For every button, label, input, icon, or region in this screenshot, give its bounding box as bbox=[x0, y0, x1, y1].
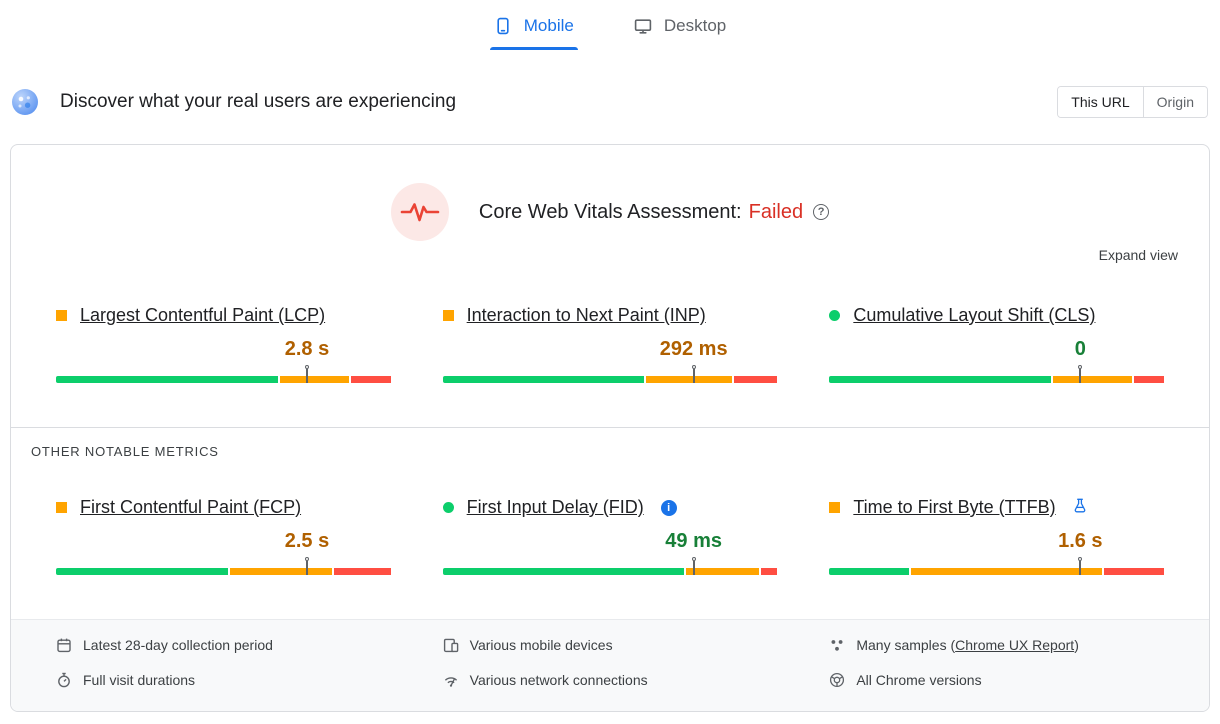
core-metrics-row: Largest Contentful Paint (LCP) 2.8 s Int… bbox=[11, 305, 1209, 383]
cwv-assessment-title: Core Web Vitals Assessment: Failed ? bbox=[478, 200, 830, 224]
assessment-status: Failed bbox=[748, 200, 804, 223]
metric-rating-bullet bbox=[56, 502, 67, 513]
tab-mobile-label: Mobile bbox=[523, 16, 574, 35]
other-metrics-row: First Contentful Paint (FCP) 2.5 s First… bbox=[11, 497, 1209, 575]
scope-toggle: This URL Origin bbox=[1057, 86, 1208, 118]
metrics-divider bbox=[11, 427, 1209, 428]
footer-item-chrome-versions: All Chrome versions bbox=[829, 669, 1164, 691]
metric-inp: Interaction to Next Paint (INP) 292 ms bbox=[442, 305, 778, 383]
mobile-phone-icon bbox=[494, 17, 512, 35]
footer-label: Latest 28-day collection period bbox=[83, 637, 273, 653]
device-tabbar: Mobile Desktop bbox=[0, 0, 1220, 50]
metric-link-ttfb[interactable]: Time to First Byte (TTFB) bbox=[853, 497, 1056, 517]
metric-link-inp[interactable]: Interaction to Next Paint (INP) bbox=[466, 305, 706, 325]
metric-rating-bullet bbox=[56, 310, 67, 321]
metric-rating-bullet bbox=[442, 310, 454, 321]
metric-value-cls: 0 bbox=[1074, 338, 1086, 360]
heartbeat-pulse-icon bbox=[390, 183, 449, 241]
metric-fid: First Input Delay (FID) i 49 ms bbox=[442, 497, 778, 575]
metric-link-fcp[interactable]: First Contentful Paint (FCP) bbox=[80, 497, 302, 517]
desktop-monitor-icon bbox=[634, 17, 652, 35]
stopwatch-icon bbox=[56, 672, 72, 688]
experimental-flask-icon[interactable] bbox=[1073, 497, 1087, 518]
tab-mobile[interactable]: Mobile bbox=[489, 6, 578, 50]
crux-report-link[interactable]: Chrome UX Report bbox=[955, 637, 1075, 653]
metric-rating-bullet bbox=[829, 502, 841, 513]
page-title: Discover what your real users are experi… bbox=[60, 91, 457, 112]
metric-value-fcp: 2.5 s bbox=[284, 530, 330, 552]
footer-column-samples: Many samples (Chrome UX Report) All Chro… bbox=[829, 634, 1164, 711]
metric-distribution-bar bbox=[56, 557, 391, 575]
other-metrics-heading: OTHER NOTABLE METRICS bbox=[31, 444, 219, 459]
metric-link-cls[interactable]: Cumulative Layout Shift (CLS) bbox=[853, 305, 1096, 325]
metric-fcp: First Contentful Paint (FCP) 2.5 s bbox=[56, 497, 391, 575]
footer-label: Various network connections bbox=[469, 672, 648, 688]
help-icon[interactable]: ? bbox=[813, 204, 830, 220]
metric-distribution-bar bbox=[829, 365, 1164, 383]
metric-ttfb: Time to First Byte (TTFB) 1.6 s bbox=[829, 497, 1164, 575]
footer-label: All Chrome versions bbox=[856, 672, 982, 688]
metric-value-inp: 292 ms bbox=[659, 338, 728, 360]
footer-item-samples: Many samples (Chrome UX Report) bbox=[829, 634, 1164, 656]
metric-distribution-bar bbox=[56, 365, 391, 383]
metric-distribution-bar bbox=[442, 557, 778, 575]
tab-desktop-label: Desktop bbox=[663, 16, 727, 35]
calendar-icon bbox=[56, 637, 72, 653]
samples-icon bbox=[829, 637, 845, 653]
collection-info-footer: Latest 28-day collection period Full vis… bbox=[11, 619, 1209, 711]
footer-column-period: Latest 28-day collection period Full vis… bbox=[56, 634, 391, 711]
metric-link-lcp[interactable]: Largest Contentful Paint (LCP) bbox=[80, 305, 326, 325]
field-data-header: Discover what your real users are experi… bbox=[12, 86, 1208, 118]
footer-label: Many samples (Chrome UX Report) bbox=[856, 637, 1079, 653]
devices-icon bbox=[443, 637, 459, 653]
footer-item-network-connections: Various network connections bbox=[443, 669, 778, 691]
cwv-assessment-header: Core Web Vitals Assessment: Failed ? bbox=[11, 145, 1209, 241]
metric-rating-bullet bbox=[442, 502, 454, 513]
field-data-card: Core Web Vitals Assessment: Failed ? Exp… bbox=[10, 144, 1210, 712]
metric-rating-bullet bbox=[829, 310, 841, 321]
footer-item-visit-durations: Full visit durations bbox=[56, 669, 391, 691]
footer-item-collection-period: Latest 28-day collection period bbox=[56, 634, 391, 656]
info-icon[interactable]: i bbox=[660, 499, 677, 516]
metric-distribution-bar bbox=[829, 557, 1164, 575]
network-icon bbox=[443, 672, 459, 688]
metric-value-lcp: 2.8 s bbox=[284, 338, 330, 360]
metric-lcp: Largest Contentful Paint (LCP) 2.8 s bbox=[56, 305, 391, 383]
scope-origin-button[interactable]: Origin bbox=[1142, 87, 1207, 117]
footer-label: Various mobile devices bbox=[469, 637, 613, 653]
scope-this-url-button[interactable]: This URL bbox=[1058, 87, 1143, 117]
chrome-icon bbox=[829, 672, 845, 688]
tab-desktop[interactable]: Desktop bbox=[630, 6, 730, 50]
metric-value-fid: 49 ms bbox=[665, 530, 723, 552]
expand-view-button[interactable]: Expand view bbox=[1098, 247, 1178, 263]
field-data-icon bbox=[12, 89, 38, 115]
footer-column-devices: Various mobile devices Various network c… bbox=[443, 634, 778, 711]
metric-link-fid[interactable]: First Input Delay (FID) bbox=[466, 497, 644, 517]
metric-value-ttfb: 1.6 s bbox=[1058, 530, 1103, 552]
metric-cls: Cumulative Layout Shift (CLS) 0 bbox=[829, 305, 1164, 383]
assessment-title-text: Core Web Vitals Assessment: bbox=[478, 200, 742, 223]
footer-label: Full visit durations bbox=[83, 672, 196, 688]
footer-item-mobile-devices: Various mobile devices bbox=[443, 634, 778, 656]
metric-distribution-bar bbox=[442, 365, 778, 383]
